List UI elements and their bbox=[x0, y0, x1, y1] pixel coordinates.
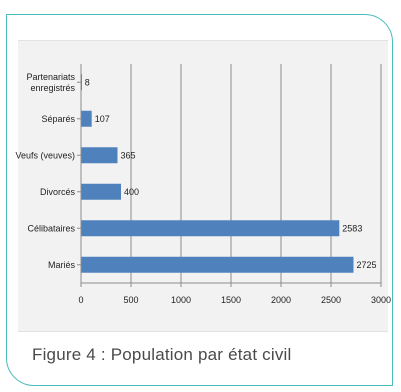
category-label: Partenariats enregistrés bbox=[26, 72, 75, 93]
category-labels: Partenariats enregistrés Séparés Veufs (veu… bbox=[15, 72, 75, 270]
category-label: Divorcés bbox=[40, 187, 76, 197]
value-label: 107 bbox=[95, 114, 110, 124]
category-label-line: enregistrés bbox=[30, 83, 75, 93]
value-labels: 8 107 365 400 2583 2725 bbox=[85, 77, 377, 270]
category-label-line: Veufs (veuves) bbox=[15, 150, 75, 160]
x-tick-label: 500 bbox=[123, 295, 138, 305]
x-tick-label: 1500 bbox=[221, 295, 241, 305]
bar bbox=[81, 147, 118, 164]
x-tick-label: 2500 bbox=[321, 295, 341, 305]
value-label: 365 bbox=[121, 150, 136, 160]
category-label: Séparés bbox=[41, 114, 75, 124]
gridlines bbox=[130, 64, 382, 283]
bar bbox=[81, 220, 340, 237]
bars bbox=[81, 74, 354, 273]
bar bbox=[81, 110, 92, 127]
x-tick-label: 2000 bbox=[271, 295, 291, 305]
figure-caption: Figure 4 : Population par état civil bbox=[32, 345, 292, 364]
bar bbox=[81, 183, 121, 200]
value-label: 2725 bbox=[357, 260, 377, 270]
x-axis: 0 500 1000 1500 2000 2500 3000 bbox=[77, 64, 391, 305]
x-tick-label: 0 bbox=[78, 295, 83, 305]
bar bbox=[81, 256, 354, 273]
x-tick-label: 1000 bbox=[171, 295, 191, 305]
category-label-line: Séparés bbox=[41, 114, 75, 124]
x-tick-label: 3000 bbox=[371, 295, 391, 305]
category-label-line: Mariés bbox=[48, 260, 76, 270]
category-label: Mariés bbox=[48, 260, 76, 270]
category-label-line: Célibataires bbox=[27, 223, 75, 233]
category-label-line: Divorcés bbox=[40, 187, 76, 197]
value-label: 400 bbox=[124, 187, 139, 197]
value-label: 8 bbox=[85, 77, 90, 87]
category-label: Célibataires bbox=[27, 223, 75, 233]
category-label-line: Partenariats bbox=[26, 72, 75, 82]
value-label: 2583 bbox=[342, 223, 362, 233]
category-label: Veufs (veuves) bbox=[15, 150, 75, 160]
